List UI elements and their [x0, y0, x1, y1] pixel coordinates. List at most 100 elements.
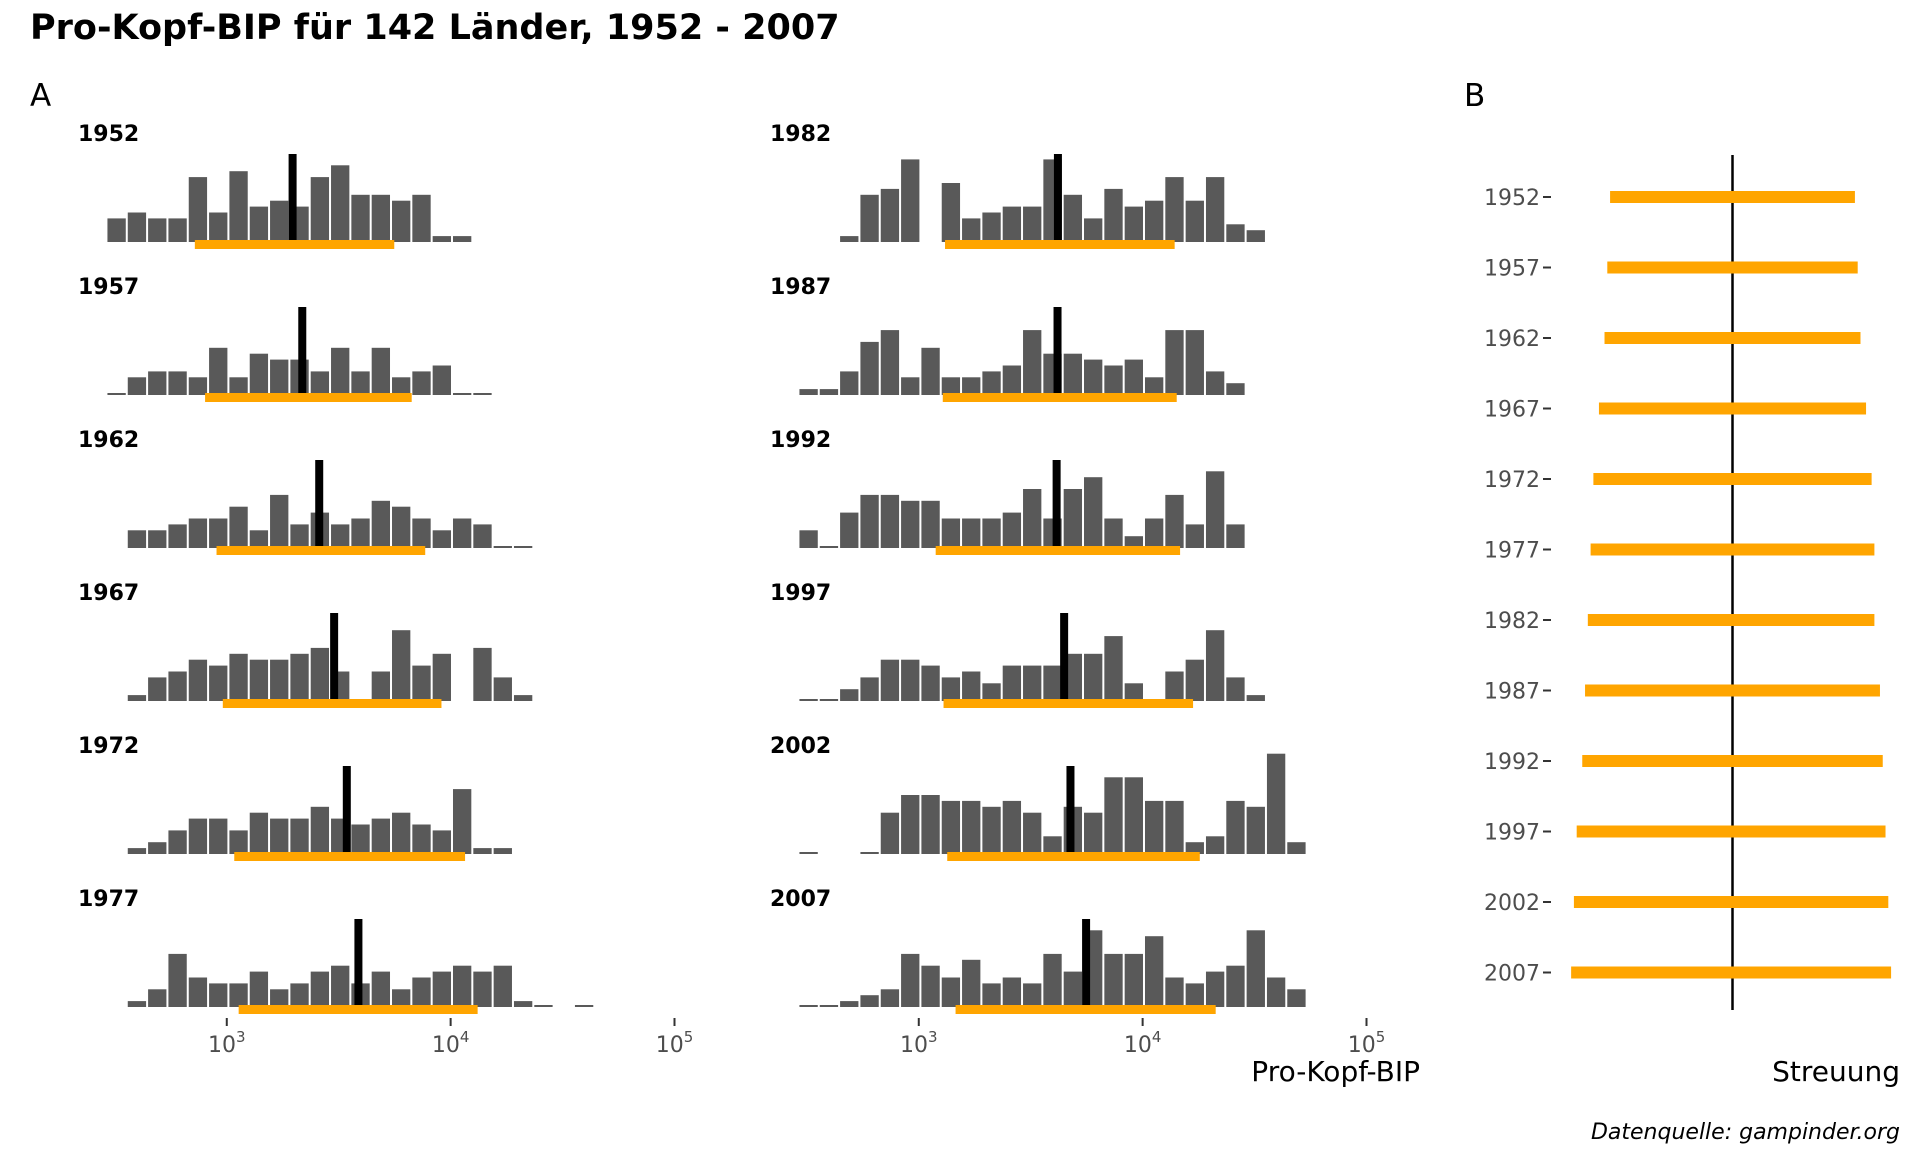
histogram-bar [452, 236, 472, 242]
histogram-bar [962, 800, 981, 854]
histogram-bar [1185, 842, 1204, 854]
histogram-bar [1144, 936, 1164, 1007]
y-axis-tick-label: 1962 [1484, 327, 1540, 352]
histogram-bar [1246, 230, 1265, 242]
y-axis-tick-label: 2007 [1484, 962, 1540, 987]
median-line [342, 766, 351, 854]
histogram-bar [209, 347, 228, 395]
facet-1957: 1957 [78, 275, 1082, 402]
histogram-bar [209, 518, 228, 548]
histogram-bar [107, 393, 126, 395]
histogram-bar [249, 530, 269, 548]
histogram-bar [1104, 518, 1123, 548]
facet-year-label: 1982 [770, 122, 831, 147]
histogram-bar [860, 494, 879, 548]
spread-bar-1992 [1582, 755, 1883, 767]
histogram-bar [290, 818, 309, 854]
histogram-bar [941, 377, 961, 395]
histogram-bar [1185, 983, 1204, 1007]
histogram-bar [452, 518, 472, 548]
histogram-bar [148, 989, 167, 1007]
histogram-bar [962, 377, 981, 395]
histogram-bar [982, 212, 1001, 242]
histogram-bar [840, 371, 859, 395]
histogram-bar [1165, 177, 1184, 242]
histogram-bar [331, 347, 350, 395]
histogram-bar [1165, 671, 1184, 701]
facet-2007: 2007 [770, 887, 1306, 1014]
histogram-bar [1124, 359, 1143, 395]
facet-1952: 1952 [78, 122, 1082, 249]
histogram-bar [941, 977, 961, 1007]
histogram-bar [493, 848, 512, 854]
spread-range-bar [234, 852, 466, 861]
x-axis-tick-label: 105 [1348, 1028, 1386, 1058]
histogram-bar [310, 177, 330, 242]
histogram-bar [168, 953, 187, 1007]
spread-bar-1987 [1585, 684, 1880, 697]
y-axis-tick-label: 1952 [1484, 186, 1540, 211]
histogram-bar [1205, 836, 1225, 854]
histogram-bar [412, 371, 431, 395]
histogram-bar [371, 971, 391, 1007]
histogram-bar [209, 983, 228, 1007]
histogram-bar [1185, 200, 1204, 242]
histogram-bar [351, 371, 370, 395]
panel-a-x-axis-title: Pro-Kopf-BIP [1251, 1055, 1420, 1088]
histogram-bar [473, 848, 492, 854]
histogram-bar [1205, 177, 1225, 242]
histogram-bar [188, 977, 208, 1007]
histogram-bar [270, 359, 289, 395]
spread-bar-2002 [1573, 896, 1889, 908]
histogram-bar [412, 665, 431, 701]
histogram-bar [1287, 989, 1306, 1007]
histogram-bar [840, 689, 859, 701]
histogram-bar [982, 518, 1001, 548]
histogram-bar [351, 194, 370, 242]
histogram-bar [1205, 630, 1225, 701]
histogram-bar [249, 206, 269, 242]
histogram-bar [901, 377, 920, 395]
histogram-bar [1063, 194, 1083, 242]
facet-year-label: 1997 [770, 581, 831, 606]
histogram-bar [921, 795, 940, 854]
histogram-bar [840, 236, 859, 242]
histogram-bar [1165, 800, 1184, 854]
facet-year-label: 1992 [770, 428, 831, 453]
histogram-bar [371, 671, 391, 701]
histogram-bar [1185, 659, 1204, 701]
histogram-bar [188, 659, 208, 701]
spread-bar-1972 [1593, 473, 1872, 485]
histogram-bar [1043, 665, 1062, 701]
histogram-bar [432, 365, 451, 395]
facet-year-label: 1962 [78, 428, 139, 453]
histogram-bar [249, 971, 269, 1007]
histogram-bar [310, 971, 330, 1007]
histogram-bar [1084, 653, 1103, 701]
histogram-bar [493, 965, 512, 1007]
histogram-bar [1043, 836, 1062, 854]
y-axis-tick-label: 1982 [1484, 609, 1540, 634]
facet-1992: 1992 [770, 428, 1245, 555]
x-axis-tick-label: 104 [432, 1028, 470, 1058]
histogram-bar [290, 983, 309, 1007]
histogram-bar [840, 512, 859, 548]
histogram-bar [941, 518, 961, 548]
panel-b-tag: B [1464, 78, 1485, 114]
histogram-bar [1002, 800, 1022, 854]
histogram-bar [188, 518, 208, 548]
histogram-bar [962, 518, 981, 548]
y-axis-tick-label: 2002 [1484, 891, 1540, 916]
histogram-bar [1246, 806, 1265, 854]
histogram-bar [982, 371, 1001, 395]
histogram-bar [574, 1005, 594, 1007]
histogram-bar [432, 530, 451, 548]
histogram-bar [432, 830, 451, 854]
histogram-bar [452, 789, 472, 854]
histogram-bar [880, 188, 900, 242]
histogram-bar [1023, 665, 1042, 701]
chart-title: Pro-Kopf-BIP für 142 Länder, 1952 - 2007 [30, 8, 840, 48]
histogram-bar [371, 194, 391, 242]
facet-2002: 2002 [770, 734, 1306, 861]
histogram-bar [168, 524, 187, 548]
